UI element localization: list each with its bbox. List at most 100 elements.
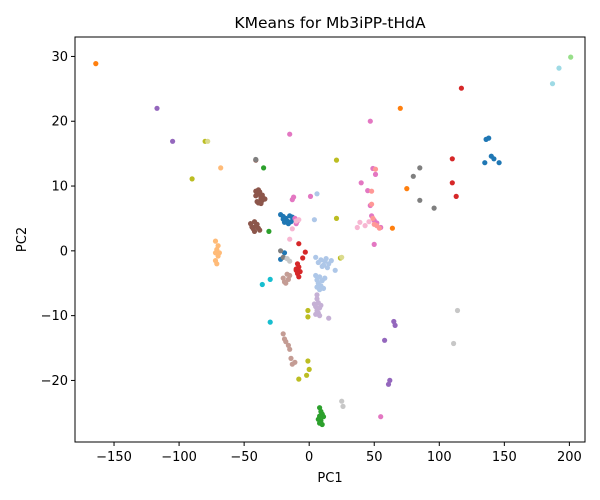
data-point-cluster-5-21 xyxy=(261,195,267,201)
data-point-cluster-8-7 xyxy=(305,358,311,364)
data-point-cluster-11-8 xyxy=(216,250,222,256)
data-point-cluster-7-4 xyxy=(431,205,437,211)
data-point-cluster-3-6 xyxy=(300,255,306,261)
data-point-cluster-5-8 xyxy=(251,219,258,225)
data-point-cluster-10-21 xyxy=(315,259,321,266)
data-point-cluster-10-12 xyxy=(323,256,329,262)
data-point-cluster-15-6 xyxy=(280,331,286,337)
data-point-cluster-2-1 xyxy=(266,228,272,234)
x-tick-label: 150 xyxy=(492,450,517,465)
data-point-cluster-17-0 xyxy=(454,307,461,314)
data-point-cluster-18-1 xyxy=(339,254,345,260)
data-point-cluster-6-15 xyxy=(358,180,364,186)
data-point-cluster-14-10 xyxy=(326,315,332,321)
x-tick-label: −100 xyxy=(161,450,197,465)
data-point-cluster-15-13 xyxy=(292,359,298,365)
data-point-cluster-10-9 xyxy=(317,287,323,293)
data-point-cluster-7-2 xyxy=(417,165,423,171)
data-point-cluster-8-8 xyxy=(306,366,312,372)
y-tick-label: 20 xyxy=(51,115,68,130)
data-point-cluster-7-0 xyxy=(253,156,259,163)
data-point-cluster-8-3 xyxy=(333,215,340,221)
y-axis-ticks: −20 −10 0 10 20 30 xyxy=(41,50,75,389)
data-point-cluster-16-4 xyxy=(357,219,363,225)
plot-frame xyxy=(74,36,586,443)
x-axis-title: PC1 xyxy=(317,471,342,486)
data-point-cluster-4-3 xyxy=(392,322,398,328)
data-point-cluster-6-2 xyxy=(289,197,295,203)
data-point-cluster-10-22 xyxy=(313,254,319,260)
data-point-cluster-4-1 xyxy=(170,138,176,144)
y-tick-label: 30 xyxy=(51,50,68,65)
data-point-cluster-10-19 xyxy=(311,217,317,223)
data-point-cluster-4-4 xyxy=(382,337,388,343)
data-point-cluster-0-18 xyxy=(496,160,502,166)
data-point-cluster-5-17 xyxy=(253,188,259,194)
data-point-cluster-12-0 xyxy=(568,54,574,60)
data-point-cluster-14-7 xyxy=(313,311,319,317)
data-point-cluster-1-2 xyxy=(404,186,410,192)
data-point-cluster-16-0 xyxy=(289,226,295,232)
data-point-cluster-15-10 xyxy=(287,346,293,352)
data-point-cluster-2-5 xyxy=(320,414,327,420)
data-point-cluster-3-3 xyxy=(453,193,459,199)
data-point-cluster-3-12 xyxy=(296,274,302,280)
points-layer xyxy=(93,54,574,428)
data-point-cluster-10-3 xyxy=(317,274,323,280)
data-point-cluster-9-0 xyxy=(259,281,265,288)
data-point-cluster-19-0 xyxy=(556,65,562,71)
data-point-cluster-6-17 xyxy=(371,241,377,247)
data-point-cluster-3-4 xyxy=(296,241,302,247)
data-point-cluster-8-1 xyxy=(189,176,195,182)
data-point-cluster-5-24 xyxy=(258,200,264,207)
data-point-cluster-6-16 xyxy=(365,188,371,194)
data-point-cluster-8-9 xyxy=(304,372,310,378)
data-point-cluster-5-3 xyxy=(251,228,258,234)
data-point-cluster-11-7 xyxy=(214,261,220,267)
data-point-cluster-9-2 xyxy=(267,319,273,325)
data-point-cluster-13-5 xyxy=(376,225,382,231)
data-point-cluster-7-1 xyxy=(410,173,416,179)
data-point-cluster-10-16 xyxy=(320,262,327,268)
x-axis-ticks: −150 −100 −50 0 50 100 150 200 xyxy=(96,442,582,465)
data-point-cluster-13-2 xyxy=(370,215,376,221)
y-tick-label: −20 xyxy=(41,374,68,389)
data-point-cluster-10-7 xyxy=(322,275,328,281)
y-tick-label: 0 xyxy=(60,244,68,259)
data-point-cluster-0-17 xyxy=(491,156,497,162)
data-point-cluster-0-15 xyxy=(486,135,492,141)
data-point-cluster-3-2 xyxy=(449,180,455,186)
data-point-cluster-0-12 xyxy=(281,250,288,256)
data-point-cluster-13-0 xyxy=(369,188,375,194)
data-point-cluster-16-7 xyxy=(287,236,293,242)
x-tick-label: 200 xyxy=(557,450,582,465)
x-tick-label: 50 xyxy=(366,450,383,465)
data-point-cluster-8-10 xyxy=(296,376,302,382)
data-point-cluster-17-3 xyxy=(340,403,346,409)
data-point-cluster-10-17 xyxy=(324,265,330,271)
data-point-cluster-10-14 xyxy=(328,258,334,264)
data-point-cluster-4-2 xyxy=(391,318,397,325)
data-point-cluster-7-6 xyxy=(280,254,286,260)
data-point-cluster-1-1 xyxy=(397,105,403,111)
data-point-cluster-4-0 xyxy=(154,105,160,111)
data-point-cluster-16-3 xyxy=(354,224,360,231)
data-point-cluster-11-1 xyxy=(212,238,219,244)
data-point-cluster-10-18 xyxy=(332,267,338,273)
data-point-cluster-13-6 xyxy=(372,166,379,172)
data-point-cluster-10-6 xyxy=(320,285,327,291)
data-point-cluster-1-3 xyxy=(389,225,395,231)
data-point-cluster-6-0 xyxy=(287,131,293,137)
data-point-cluster-16-6 xyxy=(366,219,372,225)
data-point-cluster-0-9 xyxy=(280,216,286,222)
data-point-cluster-7-3 xyxy=(417,197,423,203)
data-point-cluster-14-9 xyxy=(314,292,320,298)
x-tick-label: 100 xyxy=(427,450,452,465)
data-point-cluster-3-5 xyxy=(302,249,308,255)
data-point-cluster-14-5 xyxy=(314,296,320,302)
data-point-cluster-16-5 xyxy=(362,223,368,229)
data-point-cluster-15-8 xyxy=(283,339,289,345)
data-point-cluster-14-11 xyxy=(317,313,323,319)
data-point-cluster-6-7 xyxy=(367,118,373,124)
data-point-cluster-3-13 xyxy=(293,267,299,273)
